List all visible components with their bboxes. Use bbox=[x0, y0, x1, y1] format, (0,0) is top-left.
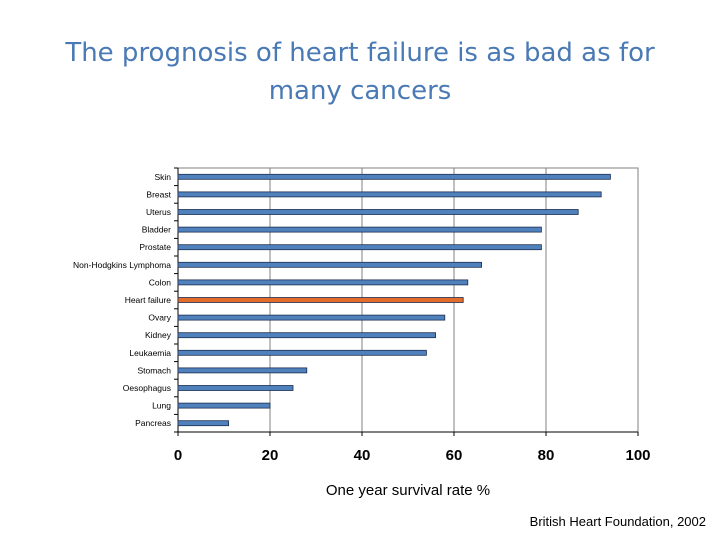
source-citation: British Heart Foundation, 2002 bbox=[529, 514, 706, 529]
category-label: Pancreas bbox=[135, 418, 171, 428]
bar bbox=[177, 279, 469, 286]
bar bbox=[177, 332, 437, 339]
slide-title: The prognosis of heart failure is as bad… bbox=[40, 34, 680, 110]
x-tick-label: 60 bbox=[446, 447, 463, 464]
category-label: Ovary bbox=[148, 313, 171, 323]
bar bbox=[177, 349, 427, 356]
bar bbox=[177, 367, 308, 374]
bar bbox=[177, 244, 542, 251]
bar bbox=[177, 402, 271, 409]
category-label: Stomach bbox=[137, 365, 171, 375]
bar-heart-failure bbox=[177, 297, 464, 303]
category-label: Heart failure bbox=[125, 295, 172, 305]
bar bbox=[177, 261, 483, 268]
category-label: Colon bbox=[149, 277, 171, 287]
bar bbox=[177, 385, 294, 391]
title-line-1: The prognosis of heart failure is as bad… bbox=[65, 38, 655, 68]
category-label: Prostate bbox=[139, 242, 171, 252]
x-tick-label: 100 bbox=[625, 447, 650, 464]
bar bbox=[177, 314, 446, 321]
title-line-2: many cancers bbox=[268, 76, 452, 106]
x-tick-label: 40 bbox=[354, 447, 371, 464]
bar bbox=[177, 209, 579, 215]
category-label: Kidney bbox=[145, 330, 172, 340]
bar bbox=[177, 420, 229, 427]
category-label: Skin bbox=[154, 172, 171, 182]
bar bbox=[177, 191, 602, 198]
x-tick-label: 0 bbox=[174, 447, 182, 464]
category-label: Uterus bbox=[146, 207, 171, 217]
category-label: Non-Hodgkins Lymphoma bbox=[73, 260, 171, 270]
category-label: Bladder bbox=[142, 225, 171, 235]
category-label: Breast bbox=[146, 189, 171, 199]
bar bbox=[177, 226, 542, 233]
category-label: Leukaemia bbox=[129, 348, 171, 358]
category-label: Oesophagus bbox=[123, 383, 171, 393]
x-axis-title: One year survival rate % bbox=[326, 482, 490, 499]
x-tick-label: 80 bbox=[538, 447, 555, 464]
category-label: Lung bbox=[152, 401, 171, 411]
bar bbox=[177, 173, 611, 180]
x-tick-label: 20 bbox=[262, 447, 279, 464]
